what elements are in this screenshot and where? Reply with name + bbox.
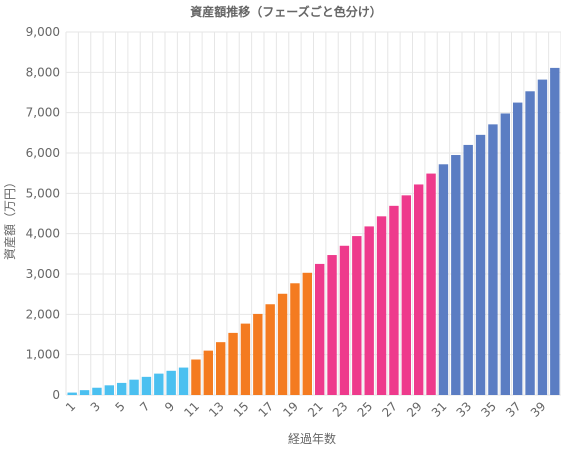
y-tick-label: 5,000 <box>26 186 60 200</box>
bar[interactable] <box>79 390 90 395</box>
bar[interactable] <box>166 370 176 395</box>
bar[interactable] <box>141 376 152 395</box>
x-tick-label: 33 <box>454 399 475 420</box>
bar[interactable] <box>215 342 226 395</box>
x-tick-label: 29 <box>404 399 425 420</box>
bar[interactable] <box>475 134 486 395</box>
bar[interactable] <box>265 304 275 395</box>
bar[interactable] <box>352 236 362 395</box>
x-tick-label: 13 <box>206 399 227 420</box>
bar[interactable] <box>451 155 461 395</box>
bar[interactable] <box>401 195 412 395</box>
bar[interactable] <box>376 216 387 395</box>
bar[interactable] <box>537 79 548 396</box>
y-ticks: 0 1,000 2,000 3,000 4,000 5,000 6,000 7,000 8,00… <box>26 25 60 402</box>
bar[interactable] <box>488 124 498 395</box>
x-ticks: 1 3 5 7 9 11 13 15 17 19 21 23 25 27 29 31 33 35 37 39 <box>63 399 549 420</box>
y-tick-label: 0 <box>52 388 60 402</box>
gridlines <box>65 31 561 396</box>
y-axis-label: 資産額（万円） <box>2 176 17 260</box>
bar[interactable] <box>178 367 189 395</box>
bar[interactable] <box>277 293 288 395</box>
x-tick-label: 23 <box>330 399 351 420</box>
x-tick-label: 3 <box>88 399 103 414</box>
y-tick-label: 3,000 <box>26 267 60 281</box>
bar[interactable] <box>104 385 115 395</box>
bar[interactable] <box>550 67 560 395</box>
bar[interactable] <box>240 323 251 395</box>
chart-title: 資産額推移（フェーズごと色分け） <box>190 4 381 19</box>
x-tick-label: 25 <box>355 399 376 420</box>
bar[interactable] <box>512 102 523 395</box>
x-tick-label: 5 <box>113 399 128 414</box>
bar[interactable] <box>463 144 473 395</box>
y-tick-label: 4,000 <box>26 227 60 241</box>
bar[interactable] <box>426 173 436 395</box>
y-tick-label: 6,000 <box>26 146 60 160</box>
bar[interactable] <box>67 392 77 395</box>
bar[interactable] <box>228 332 238 395</box>
x-tick-label: 21 <box>305 399 326 420</box>
bar[interactable] <box>191 359 201 395</box>
bar[interactable] <box>290 283 300 395</box>
x-tick-label: 11 <box>181 399 202 420</box>
x-tick-label: 9 <box>162 399 177 414</box>
x-tick-label: 27 <box>379 399 400 420</box>
x-tick-label: 31 <box>429 399 450 420</box>
bar[interactable] <box>116 382 127 395</box>
y-tick-label: 8,000 <box>26 65 60 79</box>
x-tick-label: 39 <box>528 399 549 420</box>
x-tick-label: 35 <box>478 399 499 420</box>
bar[interactable] <box>438 164 449 395</box>
x-tick-label: 17 <box>256 399 277 420</box>
bar[interactable] <box>154 373 164 395</box>
bars <box>67 67 560 396</box>
bar[interactable] <box>364 226 374 395</box>
bar[interactable] <box>302 272 313 395</box>
bar[interactable] <box>525 91 535 395</box>
bar[interactable] <box>203 350 214 395</box>
x-tick-label: 7 <box>137 399 152 414</box>
x-tick-label: 19 <box>280 399 301 420</box>
bar[interactable] <box>389 205 399 395</box>
bar[interactable] <box>339 245 350 395</box>
y-tick-label: 9,000 <box>26 25 60 39</box>
y-tick-label: 7,000 <box>26 106 60 120</box>
bar[interactable] <box>413 184 424 395</box>
x-tick-label: 1 <box>63 399 78 414</box>
bar[interactable] <box>253 313 263 395</box>
x-tick-label: 15 <box>231 399 252 420</box>
y-tick-label: 2,000 <box>26 307 60 321</box>
x-tick-label: 37 <box>503 399 524 420</box>
bar[interactable] <box>129 379 139 395</box>
bar[interactable] <box>327 255 337 395</box>
bar[interactable] <box>314 263 325 395</box>
x-axis-label: 経過年数 <box>288 431 336 446</box>
bar[interactable] <box>500 113 511 396</box>
y-tick-label: 1,000 <box>26 348 60 362</box>
bar[interactable] <box>92 387 102 395</box>
